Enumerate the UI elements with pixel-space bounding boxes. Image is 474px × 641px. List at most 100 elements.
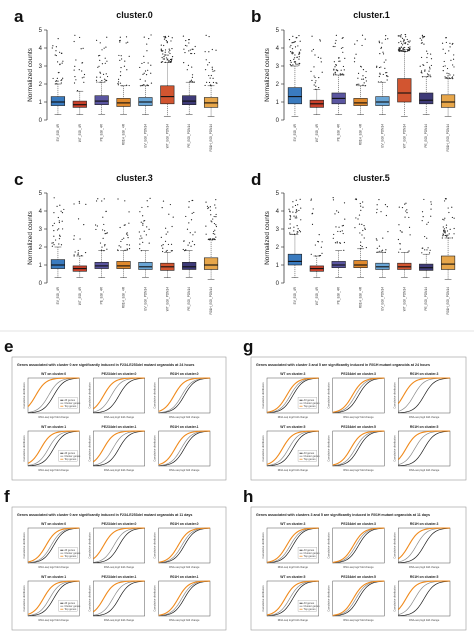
outlier-point [169,58,172,61]
outlier-point [289,218,291,220]
x-category-label: EV_EGI_4R [56,286,60,304]
legend-label: Top genes [304,404,317,408]
outlier-point [185,215,187,218]
outlier-point [294,40,296,43]
outlier-point [354,43,356,45]
legend-label: Cluster genes [64,604,81,608]
outlier-point [441,42,444,44]
subplot-title: WT on cluster.0 [41,372,66,376]
outlier-point [295,209,298,211]
box-R01H_EGI_4R [353,98,368,106]
x-category-label: R01H_EGI_PDN14 [446,287,450,315]
subplot-title: WT on cluster.5 [280,575,305,579]
x-category-label: PE_EGI_4R [337,123,341,141]
x-category-label: R01H_EGI_PDN14 [209,124,213,152]
outlier-point [58,243,60,245]
cdf-panel-h: h Genes associated with clusters 3 and 5 … [243,487,467,631]
outlier-point [102,237,104,239]
y-tick-label: 1 [276,100,280,106]
outlier-point [442,229,445,231]
outlier-point [427,247,429,249]
outlier-point [426,56,428,59]
outlier-point [105,232,107,234]
outlier-point [333,61,335,63]
outlier-point [139,248,141,250]
outlier-point [398,35,400,37]
outlier-point [420,56,423,59]
cdf-panel-g: g Genes associated with cluster 3 and 5 a… [243,337,467,481]
subplot-axes [158,430,211,467]
outlier-point [121,238,123,241]
outlier-point [317,56,319,58]
outlier-point [312,48,315,51]
outlier-point [143,84,145,86]
outlier-point [407,46,409,49]
cdf-curve [332,430,385,467]
subplot-xlabel: RNA-seq log2 fold change [39,468,70,472]
boxplot-panel-a: a cluster.0 0 1 2 3 4 5 Normalized counts EV_EGI_… [14,7,219,152]
outlier-point [444,230,446,232]
outlier-point [75,59,77,61]
outlier-point [342,74,344,76]
cdf-subplot: R01H on cluster.0 Cumulative distribution… [153,522,211,569]
outlier-point [424,235,426,238]
outlier-point [430,208,432,210]
outlier-point [52,77,54,80]
outlier-point [83,224,85,226]
outlier-point [419,37,421,39]
outlier-point [401,44,404,46]
outlier-point [117,249,119,252]
box-PE_EGI_4R [94,95,109,105]
subplot-title: PE234del on cluster.5 [341,425,376,429]
cdf-curve [266,527,319,563]
outlier-point [292,52,294,54]
outlier-point [357,77,359,79]
cdf-subplot: R01H on cluster.3 Cumulative distribution… [392,522,451,569]
legend-label: Top genes [64,404,77,408]
outlier-point [447,207,449,209]
outlier-point [183,240,185,242]
outlier-point [429,53,432,55]
outlier-point [298,62,300,65]
outlier-point [53,212,55,214]
outlier-point [55,80,58,82]
outlier-point [377,81,380,83]
outlier-point [104,230,106,232]
outlier-point [400,40,402,42]
subplot-axes [332,580,385,617]
outlier-point [363,237,365,239]
outlier-point [289,215,291,217]
outlier-point [379,73,381,75]
outlier-point [164,54,166,56]
y-tick-label: 4 [276,46,280,52]
outlier-point [380,46,383,48]
outlier-point [298,34,300,37]
outlier-point [51,245,53,247]
outlier-point [408,216,410,219]
x-category-label: WT_EGI_PDN14 [165,124,169,148]
outlier-point [119,71,122,73]
x-category-label: EV_EGI_PDN14 [143,287,147,311]
subplot-xlabel: RNA-seq log2 fold change [278,565,309,569]
outlier-point [165,37,167,39]
outlier-point [319,40,322,42]
outlier-point [210,74,212,77]
subplot-title: R01H on cluster.0 [170,372,199,376]
outlier-point [52,45,54,47]
outlier-point [421,76,424,78]
outlier-point [149,197,151,199]
outlier-point [383,61,385,63]
outlier-point [294,217,296,219]
subplot-xlabel: RNA-seq log2 fold change [409,468,440,472]
outlier-point [385,72,387,74]
outlier-point [167,54,169,56]
outlier-point [430,64,433,67]
outlier-point [143,230,145,232]
subplot-xlabel: RNA-seq log2 fold change [409,565,440,569]
cdf-curve [158,527,211,563]
panel-label: f [4,487,10,506]
outlier-point [146,200,148,202]
subplot-ylabel: Cumulative distribution [261,435,265,462]
outlier-point [120,58,123,60]
subplot-title: R01H on cluster.3 [410,372,439,376]
